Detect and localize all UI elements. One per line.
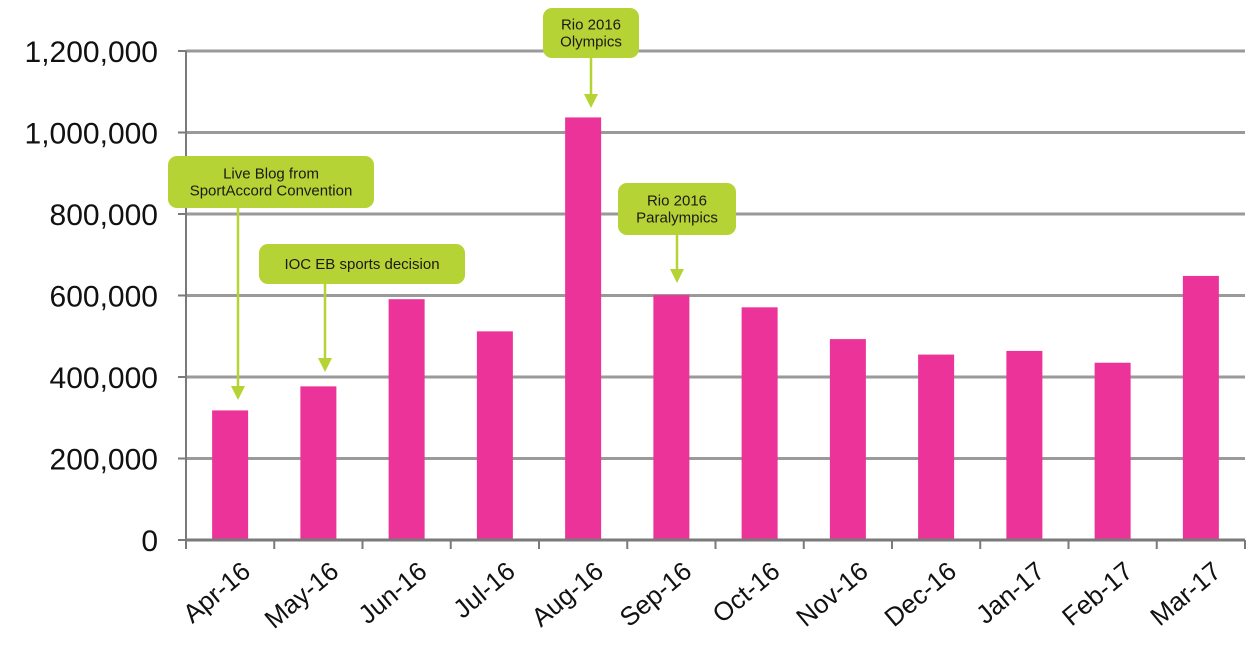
bar-may-16 (300, 386, 337, 540)
x-tick-label: Jan-17 (970, 556, 1050, 630)
annotation-box (259, 244, 465, 284)
x-tick-label: Mar-17 (1144, 556, 1226, 632)
annotation-arrowhead (231, 386, 245, 400)
y-tick-label: 0 (141, 525, 158, 558)
bar-nov-16 (829, 339, 866, 540)
y-axis-tick-labels: 0 200,000 400,000 600,000 800,000 1,000,000 1,… (25, 36, 158, 558)
x-tick-label: Apr-16 (177, 556, 256, 629)
annotation-box (168, 156, 374, 208)
y-tick-label: 800,000 (50, 199, 158, 232)
bar-mar-17 (1182, 275, 1219, 540)
y-tick-label: 600,000 (50, 281, 158, 314)
bar-aug-16 (565, 117, 602, 541)
y-tick-label: 1,200,000 (25, 36, 158, 69)
x-tick-label: Aug-16 (525, 556, 609, 633)
bar-dec-16 (918, 354, 955, 540)
y-tick-label: 400,000 (50, 362, 158, 395)
bar-sep-16 (653, 295, 690, 540)
bar-jun-16 (388, 299, 425, 540)
annotation-box (543, 8, 639, 58)
annotation-text: Rio 2016 (647, 193, 707, 210)
annotation-box (618, 183, 736, 235)
x-tick-label: Sep-16 (614, 556, 698, 633)
x-axis-tick-labels: Apr-16 May-16 Jun-16 Jul-16 Aug-16 Sep-16 Oct-… (177, 556, 1227, 635)
annotation-arrowhead (318, 358, 332, 372)
annotation-may-16: IOC EB sports decision (259, 244, 465, 372)
bar-jul-16 (476, 331, 513, 540)
annotation-text: Rio 2016 (561, 17, 621, 34)
annotation-text: Paralympics (636, 210, 718, 227)
x-tick-label: Nov-16 (790, 556, 873, 633)
x-tick-label: Jun-16 (352, 556, 432, 630)
x-tick-label: Jul-16 (447, 556, 521, 625)
x-tick-label: Oct-16 (706, 556, 785, 629)
x-tick-label: May-16 (259, 556, 345, 635)
gridlines (186, 49, 1245, 460)
annotation-arrowhead (670, 269, 684, 283)
x-tick-label: Dec-16 (878, 556, 961, 633)
y-tick-label: 200,000 (50, 444, 158, 477)
axes (178, 50, 1246, 549)
bar-oct-16 (741, 307, 778, 540)
y-tick-label: 1,000,000 (25, 118, 158, 151)
x-tick-label: Feb-17 (1056, 556, 1138, 632)
annotation-text: Olympics (560, 34, 622, 51)
bars (212, 117, 1219, 541)
annotation-arrowhead (584, 94, 598, 108)
bar-jan-17 (1006, 350, 1043, 540)
annotation-text: Live Blog from (223, 166, 319, 183)
bar-feb-17 (1094, 362, 1131, 540)
bar-apr-16 (212, 410, 249, 540)
annotation-text: SportAccord Convention (190, 183, 353, 200)
annotation-text: IOC EB sports decision (284, 256, 439, 273)
